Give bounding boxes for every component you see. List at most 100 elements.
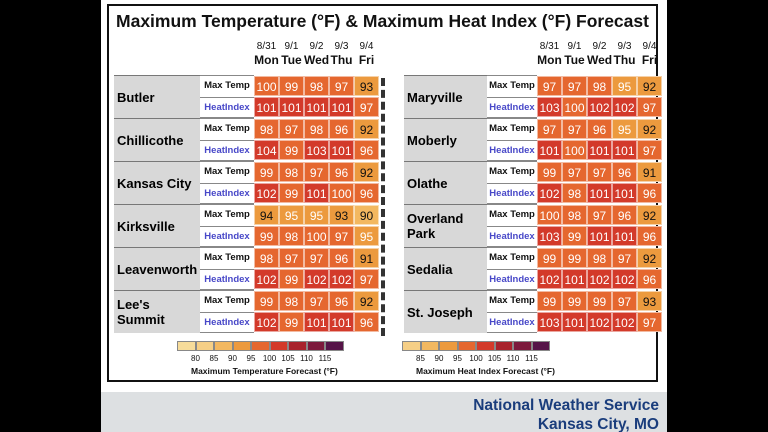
value-cell: 92 [354,290,379,311]
legend-swatch [457,341,476,351]
value-cell: 92 [637,204,662,225]
legend-title: Maximum Temperature Forecast (°F) [191,366,338,376]
value-cell: 94 [254,204,279,225]
value-cell: 102 [329,269,354,290]
day-header: 9/4 Fri [637,42,662,67]
day-date: 9/2 [592,41,607,52]
city-name: Moberly [404,118,487,161]
day-date: 9/1 [284,41,299,52]
value-cell: 102 [304,269,329,290]
value-cell: 101 [612,140,637,161]
value-cell: 96 [329,290,354,311]
value-cell: 96 [612,161,637,182]
value-cell: 95 [612,118,637,139]
panel-divider [381,78,385,336]
nws-name: National Weather Service [473,397,659,414]
day-date: 9/2 [309,41,324,52]
legend-tick: 110 [506,354,520,363]
legend-swatch [269,341,288,351]
value-cell: 103 [537,312,562,333]
value-cell: 97 [304,290,329,311]
city-name: Kansas City [114,161,200,204]
value-cell: 99 [587,290,612,311]
city-name: Maryville [404,75,487,118]
value-cell: 97 [279,118,304,139]
legend-tick: 100 [469,354,483,363]
max-temp-label: Max Temp [487,75,537,97]
value-cell: 95 [279,204,304,225]
max-temp-label: Max Temp [487,290,537,312]
value-cell: 97 [562,75,587,96]
max-temp-label: Max Temp [487,118,537,140]
value-cell: 100 [304,226,329,247]
day-weekday: Fri [641,53,658,67]
value-cell: 96 [329,118,354,139]
value-cell: 102 [254,312,279,333]
value-cell: 103 [537,97,562,118]
day-header: 9/2 Wed [587,41,612,67]
heat-index-label: HeatIndex [200,311,254,333]
legend-swatch [177,341,196,351]
value-cell: 101 [304,183,329,204]
value-cell: 92 [637,75,662,96]
chart-title: Maximum Temperature (°F) & Maximum Heat … [116,11,649,31]
max-temp-label: Max Temp [200,118,254,140]
nws-credit: National Weather Service Kansas City, MO [473,396,659,432]
legend-tick: 95 [453,354,462,363]
value-cell: 99 [254,226,279,247]
nws-office: Kansas City, MO [537,416,659,432]
value-cell: 102 [612,312,637,333]
value-cell: 99 [537,161,562,182]
footer: National Weather Service Kansas City, MO [101,392,667,432]
value-cell: 99 [537,290,562,311]
legend-tick: 110 [300,354,313,363]
value-cell: 95 [612,75,637,96]
heat-index-label: HeatIndex [487,268,537,290]
max-temp-label: Max Temp [487,247,537,269]
value-cell: 104 [254,140,279,161]
day-header: 8/31 Mon [254,41,279,67]
legend-swatch [232,341,251,351]
value-cell: 91 [354,247,379,268]
value-cell: 100 [562,140,587,161]
value-cell: 97 [612,290,637,311]
heat-index-label: HeatIndex [200,139,254,161]
value-cell: 97 [587,161,612,182]
legend-tick: 90 [434,354,444,363]
value-cell: 93 [329,204,354,225]
value-cell: 102 [537,269,562,290]
value-cell: 101 [612,226,637,247]
value-cell: 101 [587,183,612,204]
value-cell: 90 [354,204,379,225]
value-cell: 98 [254,118,279,139]
value-cell: 96 [329,161,354,182]
value-cell: 102 [587,269,612,290]
value-cell: 98 [279,161,304,182]
day-date: 8/31 [539,41,560,52]
value-cell: 101 [587,226,612,247]
value-cell: 101 [329,140,354,161]
value-cell: 98 [304,75,329,96]
value-cell: 99 [279,312,304,333]
value-cell: 100 [329,183,354,204]
value-cell: 102 [254,269,279,290]
value-cell: 98 [304,118,329,139]
value-cell: 92 [637,118,662,139]
day-weekday: Wed [304,53,330,67]
value-cell: 97 [329,226,354,247]
value-cell: 97 [354,269,379,290]
day-weekday: Mon [254,53,279,67]
heat-index-label: HeatIndex [487,96,537,118]
legend-swatch [306,341,325,351]
legend-tick: 115 [318,354,332,363]
heat-index-label: HeatIndex [487,139,537,161]
day-header: 9/4 Fri [354,42,379,67]
legend-swatch [420,341,439,351]
value-cell: 101 [279,97,304,118]
city-name: Overland Park [404,204,487,247]
day-date: 8/31 [256,41,277,52]
value-cell: 97 [537,118,562,139]
heat-index-label: HeatIndex [487,311,537,333]
day-weekday: Thu [613,53,636,67]
legend-tick: 90 [228,354,237,363]
